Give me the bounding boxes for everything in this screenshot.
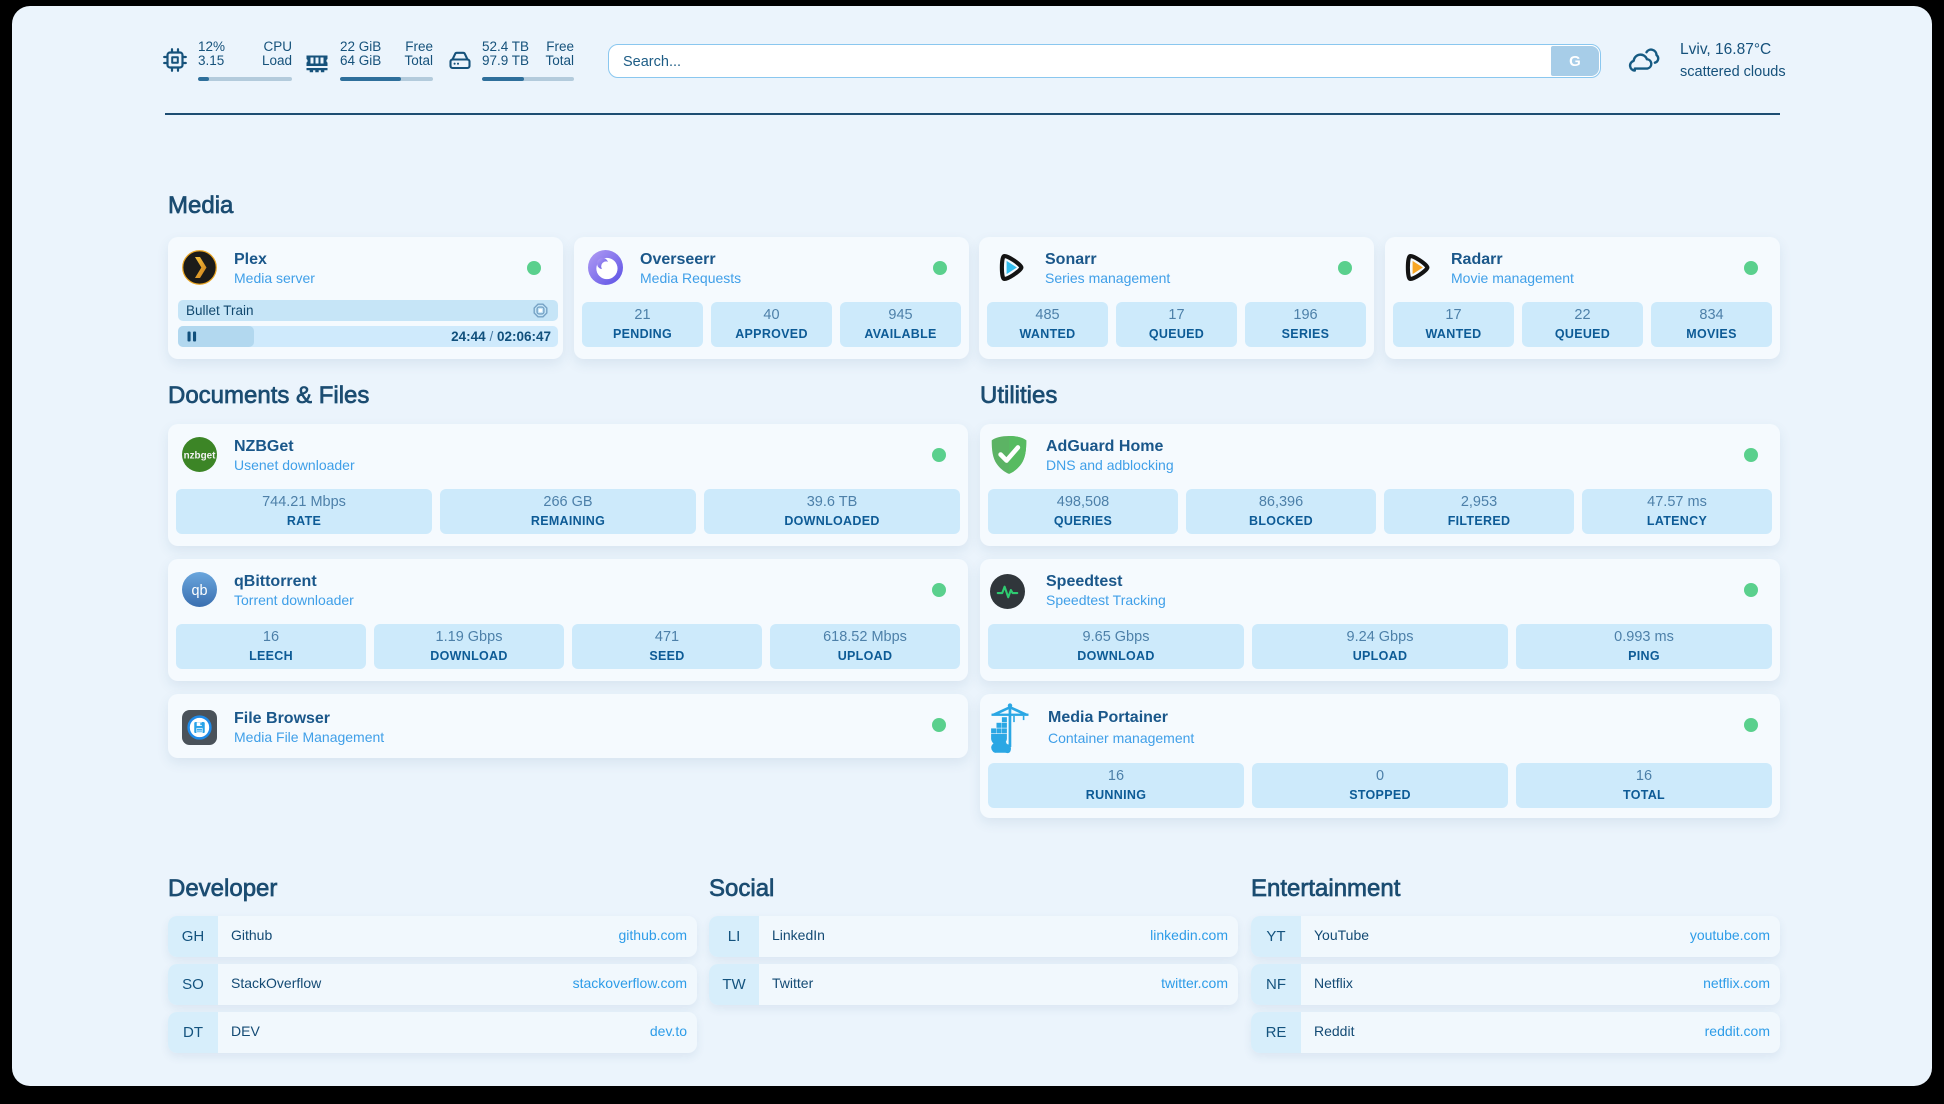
svg-text:nzbget: nzbget <box>184 450 217 461</box>
svg-text:qb: qb <box>191 583 207 599</box>
